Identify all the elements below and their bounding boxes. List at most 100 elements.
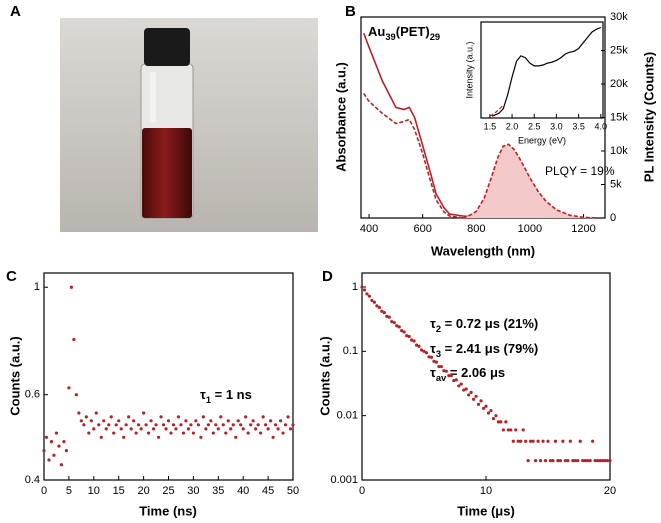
point [494,414,498,418]
annotation-part: = 2.06 μs [446,365,505,380]
x-axis-title: Wavelength (nm) [431,243,535,258]
x-tick-label: 1.5 [484,121,497,131]
vial-photo [60,18,318,232]
point [489,408,493,413]
point [266,427,270,431]
point [92,427,96,431]
point [419,348,424,352]
x-axis-title: Time (μs) [457,503,515,518]
point [380,309,384,313]
x-tick-label: 15 [113,485,125,497]
point [427,355,431,359]
annotation-part: 1 [206,395,211,405]
point [79,419,83,423]
point [246,431,250,435]
point [484,404,488,408]
y2-tick-label: 10k [610,145,628,157]
point [414,343,419,347]
point [251,419,255,423]
y-axis-title: Absorbance (a.u.) [333,62,348,172]
point [548,459,553,463]
point [576,459,580,463]
y-tick-label: 0.001 [330,474,358,486]
y2-tick-label: 30k [610,11,628,23]
point [400,328,404,333]
point [464,387,468,391]
point [437,364,441,369]
point [229,427,233,431]
point [254,427,258,431]
point [412,339,416,343]
annotation-part: 3 [436,349,441,359]
point [541,439,545,443]
annotation: Au39(PET)29 [368,24,440,42]
point [474,394,478,398]
point [114,423,118,427]
x-tick-label: 5 [66,485,72,497]
point [372,300,376,304]
point [534,459,538,463]
point [194,419,198,423]
point [62,440,66,444]
point [259,431,263,435]
point [206,423,210,427]
point [424,351,429,355]
x-tick-label: 3.5 [572,121,585,131]
y2-tick-label: 25k [610,44,628,56]
point [511,439,515,443]
point [417,344,421,348]
point [434,360,438,364]
point [491,417,496,421]
point [449,373,453,378]
point [605,459,610,463]
x-tick-label: 45 [262,485,274,497]
point [142,411,146,415]
annotation-part: τ [430,365,436,380]
point [99,435,103,439]
x-axis-title: Time (ns) [139,503,197,518]
point [538,459,543,463]
point [241,427,245,431]
y2-tick-label: 20k [610,78,628,90]
x-tick-label: 800 [467,223,485,235]
x-tick-label: 2.5 [528,121,541,131]
point [196,423,200,427]
point [137,423,141,427]
point [268,419,273,423]
point [514,428,518,432]
point [452,379,456,383]
y2-tick-label: 5k [610,178,622,190]
point [581,459,585,463]
point [204,427,208,431]
point [209,419,213,423]
point [44,435,49,439]
point [402,330,406,334]
y2-tick-label: 0 [610,212,616,224]
point [231,423,235,427]
line [363,92,477,219]
x-tick-label: 1000 [518,223,542,235]
panel-label: D [322,268,333,285]
line [489,104,504,117]
annotation: τ1 = 1 ns [200,387,252,405]
point [600,459,605,463]
plot-frame [480,21,604,119]
point [479,399,483,403]
point [467,393,471,397]
y-tick-label: 1 [34,281,40,293]
point [164,427,168,431]
point [59,463,64,467]
annotation-part: 39 [385,32,395,42]
y-axis-title: Counts (a.u.) [7,336,22,415]
x-tick-label: 400 [360,223,378,235]
point [553,439,558,443]
point [588,459,592,463]
point [244,415,248,419]
x-tick-label: 3.0 [550,121,563,131]
point [82,423,86,427]
point [469,390,473,394]
y2-axis-title: PL Intensity (Counts) [641,52,656,182]
point [603,459,607,463]
point [571,459,575,463]
